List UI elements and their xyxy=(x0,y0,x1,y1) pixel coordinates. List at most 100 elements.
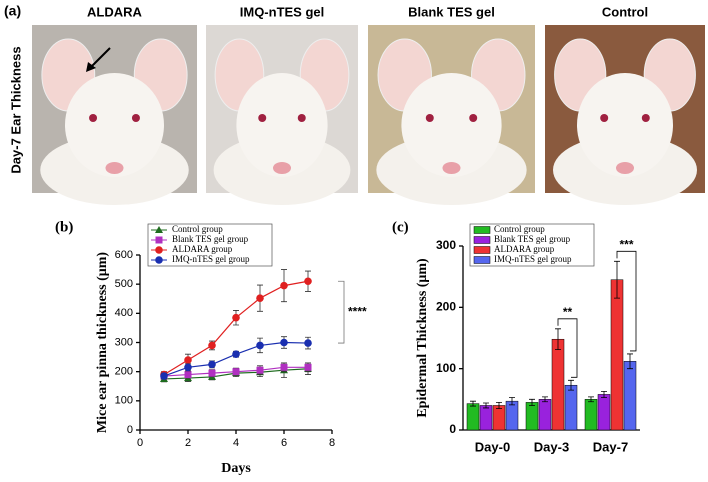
significance-label: ** xyxy=(563,305,573,319)
arrowhead xyxy=(86,62,96,72)
x-tick-label: 8 xyxy=(329,437,335,449)
panel-label: (b) xyxy=(55,219,73,235)
bar xyxy=(610,279,624,431)
photo xyxy=(206,25,358,205)
panel-label: (a) xyxy=(4,3,21,19)
bar xyxy=(466,403,480,431)
x-tick-label: Day-7 xyxy=(593,439,628,454)
data-point xyxy=(280,338,288,347)
mouse-head xyxy=(401,73,502,177)
y-tick-label: 500 xyxy=(115,278,133,290)
bar xyxy=(505,400,519,431)
mouse-nose xyxy=(616,162,634,174)
photo-title: Blank TES gel xyxy=(408,4,495,19)
side-label: Day-7 Ear Thickness xyxy=(8,46,23,173)
photo-title: ALDARA xyxy=(87,4,142,19)
legend-box xyxy=(469,223,595,267)
legend-label: Blank TES gel group xyxy=(172,234,249,244)
data-point xyxy=(184,356,192,364)
mouse-head xyxy=(65,73,164,177)
bar xyxy=(551,338,565,431)
legend-label: Control group xyxy=(494,224,545,234)
mouse-eye xyxy=(89,114,98,122)
arrow xyxy=(89,47,111,69)
significance-label: *** xyxy=(619,238,633,252)
legend-label: ALDARA group xyxy=(172,244,233,254)
mouse-nose xyxy=(105,162,124,174)
y-axis-label: Epidermal Thickness (μm) xyxy=(415,258,430,418)
error-bar xyxy=(588,396,594,403)
legend-marker xyxy=(155,236,163,244)
legend-swatch xyxy=(473,236,491,244)
mouse-nose xyxy=(273,162,291,174)
error-bar xyxy=(529,398,535,406)
mouse-eye xyxy=(425,114,434,122)
mouse-eye xyxy=(258,114,267,122)
mouse-head xyxy=(577,73,673,177)
data-point xyxy=(304,363,312,371)
significance-bracket xyxy=(338,280,345,344)
y-axis-label: Mice ear pinna thickness (μm) xyxy=(95,252,110,433)
legend-marker xyxy=(155,256,163,264)
bar xyxy=(525,402,539,431)
data-point xyxy=(232,350,240,358)
legend-swatch xyxy=(473,256,491,264)
error-bar xyxy=(470,400,476,407)
legend-marker xyxy=(155,246,163,254)
error-bar xyxy=(627,353,633,370)
x-tick-label: 6 xyxy=(281,437,287,449)
data-point xyxy=(280,281,288,290)
x-axis-label: Days xyxy=(221,461,251,476)
y-tick-label: 100 xyxy=(115,395,133,407)
data-point xyxy=(208,360,216,369)
y-tick-label: 600 xyxy=(115,249,133,261)
data-point xyxy=(256,294,264,302)
legend-label: IMQ-nTES gel group xyxy=(172,254,250,264)
legend-label: ALDARA group xyxy=(494,244,555,254)
mouse-eye xyxy=(131,114,140,122)
data-point xyxy=(304,339,312,347)
legend-label: Control group xyxy=(172,224,223,234)
error-bar xyxy=(555,328,561,351)
bar xyxy=(564,384,578,431)
legend-label: Blank TES gel group xyxy=(494,234,571,244)
y-tick-label: 200 xyxy=(436,300,456,314)
significance-label: **** xyxy=(348,304,367,318)
y-tick-label: 300 xyxy=(115,336,133,348)
x-tick-label: 4 xyxy=(233,437,239,449)
legend-swatch xyxy=(473,246,491,254)
legend-box xyxy=(147,223,273,267)
error-bar xyxy=(614,260,620,299)
y-tick-label: 0 xyxy=(127,424,133,436)
data-point xyxy=(184,371,192,379)
photo xyxy=(368,25,535,205)
error-bar xyxy=(483,402,489,409)
data-point xyxy=(184,363,192,372)
y-tick-label: 300 xyxy=(436,238,456,252)
data-point xyxy=(232,368,240,376)
mouse-eye xyxy=(297,114,306,122)
x-tick-label: 0 xyxy=(137,437,143,449)
x-tick-label: Day-3 xyxy=(534,439,569,454)
data-point xyxy=(208,341,216,350)
bar xyxy=(479,405,493,431)
mouse-eye xyxy=(469,114,478,122)
mouse-nose xyxy=(442,162,461,174)
bar xyxy=(623,361,637,431)
y-tick-label: 100 xyxy=(436,361,456,375)
x-tick-label: Day-0 xyxy=(475,439,510,454)
error-bar xyxy=(509,397,515,406)
data-point xyxy=(256,366,264,374)
photo xyxy=(32,25,197,205)
mouse-eye xyxy=(641,114,650,122)
photo xyxy=(545,25,705,205)
y-tick-label: 0 xyxy=(449,422,456,436)
photo-title: Control xyxy=(602,4,648,19)
data-point xyxy=(304,277,312,286)
data-point xyxy=(208,369,216,377)
panel-label: (c) xyxy=(392,219,409,235)
legend-swatch xyxy=(473,226,491,234)
photo-title: IMQ-nTES gel xyxy=(240,4,325,19)
error-bar xyxy=(601,390,607,398)
bar xyxy=(538,399,552,431)
